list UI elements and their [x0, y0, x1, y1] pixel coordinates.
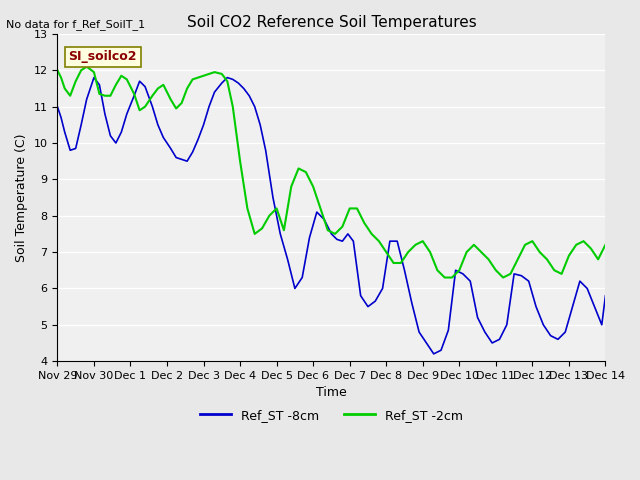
Line: Ref_ST -8cm: Ref_ST -8cm: [58, 78, 605, 354]
Line: Ref_ST -2cm: Ref_ST -2cm: [58, 67, 605, 277]
Ref_ST -2cm: [83, 64, 90, 70]
Ref_ST -8cm: [298, 275, 306, 280]
Title: Soil CO2 Reference Soil Temperatures: Soil CO2 Reference Soil Temperatures: [186, 15, 476, 30]
Ref_ST -2cm: [448, 275, 456, 280]
X-axis label: Time: Time: [316, 386, 347, 399]
Ref_ST -8cm: [525, 278, 532, 284]
Ref_ST -8cm: [61, 129, 68, 135]
Ref_ST -2cm: [368, 231, 376, 237]
Ref_ST -2cm: [602, 242, 609, 248]
Ref_ST -2cm: [154, 85, 162, 91]
Ref_ST -8cm: [430, 351, 438, 357]
Ref_ST -2cm: [54, 67, 61, 73]
Text: SI_soilco2: SI_soilco2: [68, 50, 137, 63]
Ref_ST -8cm: [474, 314, 481, 320]
Ref_ST -8cm: [106, 133, 114, 139]
Ref_ST -2cm: [123, 76, 131, 82]
Ref_ST -2cm: [484, 256, 492, 262]
Ref_ST -2cm: [77, 67, 85, 73]
Legend: Ref_ST -8cm, Ref_ST -2cm: Ref_ST -8cm, Ref_ST -2cm: [195, 404, 468, 427]
Text: No data for f_Ref_SoilT_1: No data for f_Ref_SoilT_1: [6, 19, 145, 30]
Y-axis label: Soil Temperature (C): Soil Temperature (C): [15, 133, 28, 262]
Ref_ST -8cm: [90, 75, 98, 81]
Ref_ST -8cm: [54, 104, 61, 109]
Ref_ST -2cm: [441, 275, 449, 280]
Ref_ST -8cm: [72, 145, 79, 151]
Ref_ST -8cm: [602, 293, 609, 299]
